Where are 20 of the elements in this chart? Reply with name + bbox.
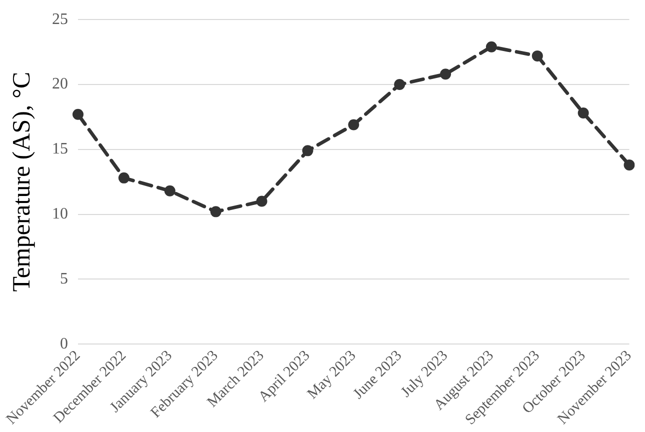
point bbox=[302, 145, 314, 156]
point bbox=[624, 159, 635, 170]
y-tick-label: 20 bbox=[52, 76, 68, 93]
point bbox=[118, 172, 130, 184]
point bbox=[394, 78, 406, 90]
point bbox=[578, 108, 589, 119]
point bbox=[256, 196, 268, 207]
y-tick-label: 0 bbox=[60, 335, 68, 352]
point bbox=[440, 68, 452, 80]
point bbox=[164, 185, 176, 196]
y-tick-label: 10 bbox=[52, 205, 68, 222]
y-tick-label: 5 bbox=[60, 270, 68, 288]
point bbox=[348, 119, 360, 130]
y-tick-label: 15 bbox=[52, 140, 68, 158]
y-axis-title: Temperature (AS), °C bbox=[8, 72, 36, 292]
point bbox=[532, 50, 543, 62]
y-tick-label: 25 bbox=[52, 10, 68, 28]
point bbox=[210, 206, 222, 218]
point bbox=[72, 108, 84, 120]
point bbox=[486, 41, 497, 52]
